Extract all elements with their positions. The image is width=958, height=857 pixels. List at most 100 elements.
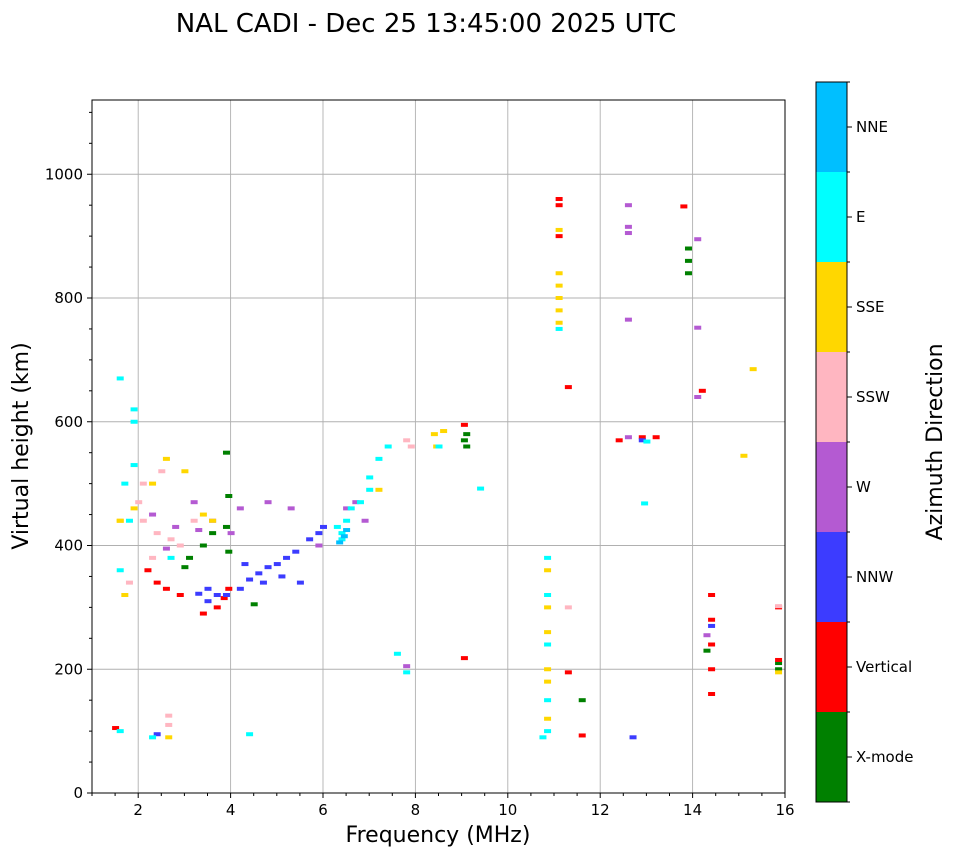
y-tick-label: 1000	[45, 165, 83, 183]
echo-point-vertical	[775, 657, 783, 662]
echo-point-x-mode	[463, 432, 471, 437]
echo-point-nnw	[629, 735, 637, 740]
echo-point-e	[643, 439, 651, 444]
echo-point-nnw	[246, 577, 254, 582]
echo-point-vertical	[708, 593, 716, 597]
echo-point-vertical	[708, 617, 716, 622]
echo-point-w	[264, 500, 272, 505]
echo-point-sse	[544, 667, 552, 672]
echo-point-vertical	[578, 733, 586, 738]
echo-point-e	[375, 456, 383, 461]
echo-point-x-mode	[684, 271, 692, 276]
echo-point-w	[694, 325, 702, 330]
echo-point-nnw	[292, 549, 300, 554]
echo-point-e	[116, 376, 124, 381]
echo-point-nne	[343, 528, 351, 533]
echo-point-sse	[555, 308, 563, 313]
echo-point-ssw	[190, 518, 198, 523]
colorbar-segment-sse	[816, 262, 847, 352]
echo-point-nnw	[241, 562, 249, 567]
echo-point-w	[694, 237, 702, 242]
colorbar-label-ssw: SSW	[856, 388, 890, 406]
echo-point-sse	[544, 605, 552, 610]
echo-point-sse	[544, 679, 552, 684]
echo-point-nnw	[255, 571, 263, 576]
echo-point-e	[641, 501, 649, 506]
echo-point-w	[624, 435, 632, 440]
colorbar-segment-ssw	[816, 352, 847, 442]
echo-point-w	[624, 203, 632, 208]
echo-point-vertical	[708, 642, 716, 647]
echo-point-vertical	[564, 670, 572, 675]
echo-point-x-mode	[578, 698, 586, 703]
echo-point-vertical	[199, 611, 207, 616]
echo-point-e	[116, 568, 124, 573]
echo-point-sse	[555, 320, 563, 325]
echo-point-sse	[430, 432, 438, 437]
echo-point-vertical	[460, 656, 468, 661]
echo-point-w	[172, 524, 180, 529]
echo-point-e	[338, 531, 346, 536]
echo-point-ssw	[153, 531, 161, 536]
echo-point-e	[366, 475, 374, 480]
y-axis-label: Virtual height (km)	[9, 342, 34, 549]
echo-point-w	[190, 500, 198, 505]
colorbar-label: Azimuth Direction	[923, 343, 948, 540]
echo-point-x-mode	[250, 602, 258, 607]
echo-point-ssw	[564, 605, 572, 610]
echo-point-vertical	[555, 197, 563, 201]
colorbar-label-vertical: Vertical	[856, 658, 912, 676]
echo-point-x-mode	[684, 258, 692, 263]
echo-point-sse	[209, 518, 217, 523]
colorbar-label-nnw: NNW	[856, 568, 893, 586]
echo-point-w	[703, 633, 711, 638]
echo-point-w	[352, 500, 360, 505]
echo-point-vertical	[220, 596, 228, 601]
echo-point-e	[403, 670, 411, 675]
echo-point-ssw	[176, 543, 184, 548]
echo-point-vertical	[153, 580, 161, 585]
echo-point-vertical	[564, 385, 572, 390]
x-tick-label: 10	[498, 801, 517, 819]
y-tick-label: 0	[73, 784, 83, 802]
echo-point-w	[624, 317, 632, 322]
echo-point-nnw	[222, 593, 230, 597]
echo-point-e	[384, 444, 392, 449]
echo-point-ssw	[139, 481, 147, 486]
echo-point-sse	[775, 670, 783, 675]
echo-point-w	[694, 395, 702, 399]
echo-point-sse	[116, 518, 124, 523]
echo-point-sse	[440, 429, 448, 434]
echo-point-nnw	[296, 580, 304, 585]
echo-point-sse	[544, 568, 552, 573]
echo-point-nnw	[236, 586, 244, 591]
echo-point-nnw	[320, 524, 327, 529]
echo-point-x-mode	[775, 661, 783, 666]
echo-point-sse	[740, 453, 748, 458]
echo-point-vertical	[638, 435, 646, 440]
colorbar-label-w: W	[856, 478, 871, 496]
echo-point-vertical	[708, 692, 716, 696]
colorbar-segment-nne	[816, 82, 847, 172]
echo-point-e	[167, 555, 175, 560]
echo-point-nnw	[264, 565, 272, 570]
echo-point-x-mode	[181, 565, 189, 570]
data-points	[112, 197, 783, 740]
echo-point-w	[162, 546, 170, 551]
echo-point-vertical	[615, 438, 623, 443]
echo-point-nnw	[708, 623, 716, 628]
colorbar-label-sse: SSE	[856, 298, 885, 316]
echo-point-vertical	[698, 388, 706, 393]
x-axis-ticks: 2 4 6 8 10 12 14 16	[91, 793, 795, 819]
echo-point-nnw	[153, 732, 161, 737]
echo-point-ssw	[403, 438, 411, 443]
echo-point-w	[236, 506, 244, 511]
x-tick-label: 8	[411, 801, 421, 819]
grid-lines	[92, 100, 786, 794]
echo-point-sse	[749, 367, 757, 372]
echo-point-vertical	[555, 203, 563, 208]
echo-point-x-mode	[775, 667, 783, 672]
echo-point-e	[149, 735, 157, 740]
echo-point-e	[130, 419, 138, 424]
